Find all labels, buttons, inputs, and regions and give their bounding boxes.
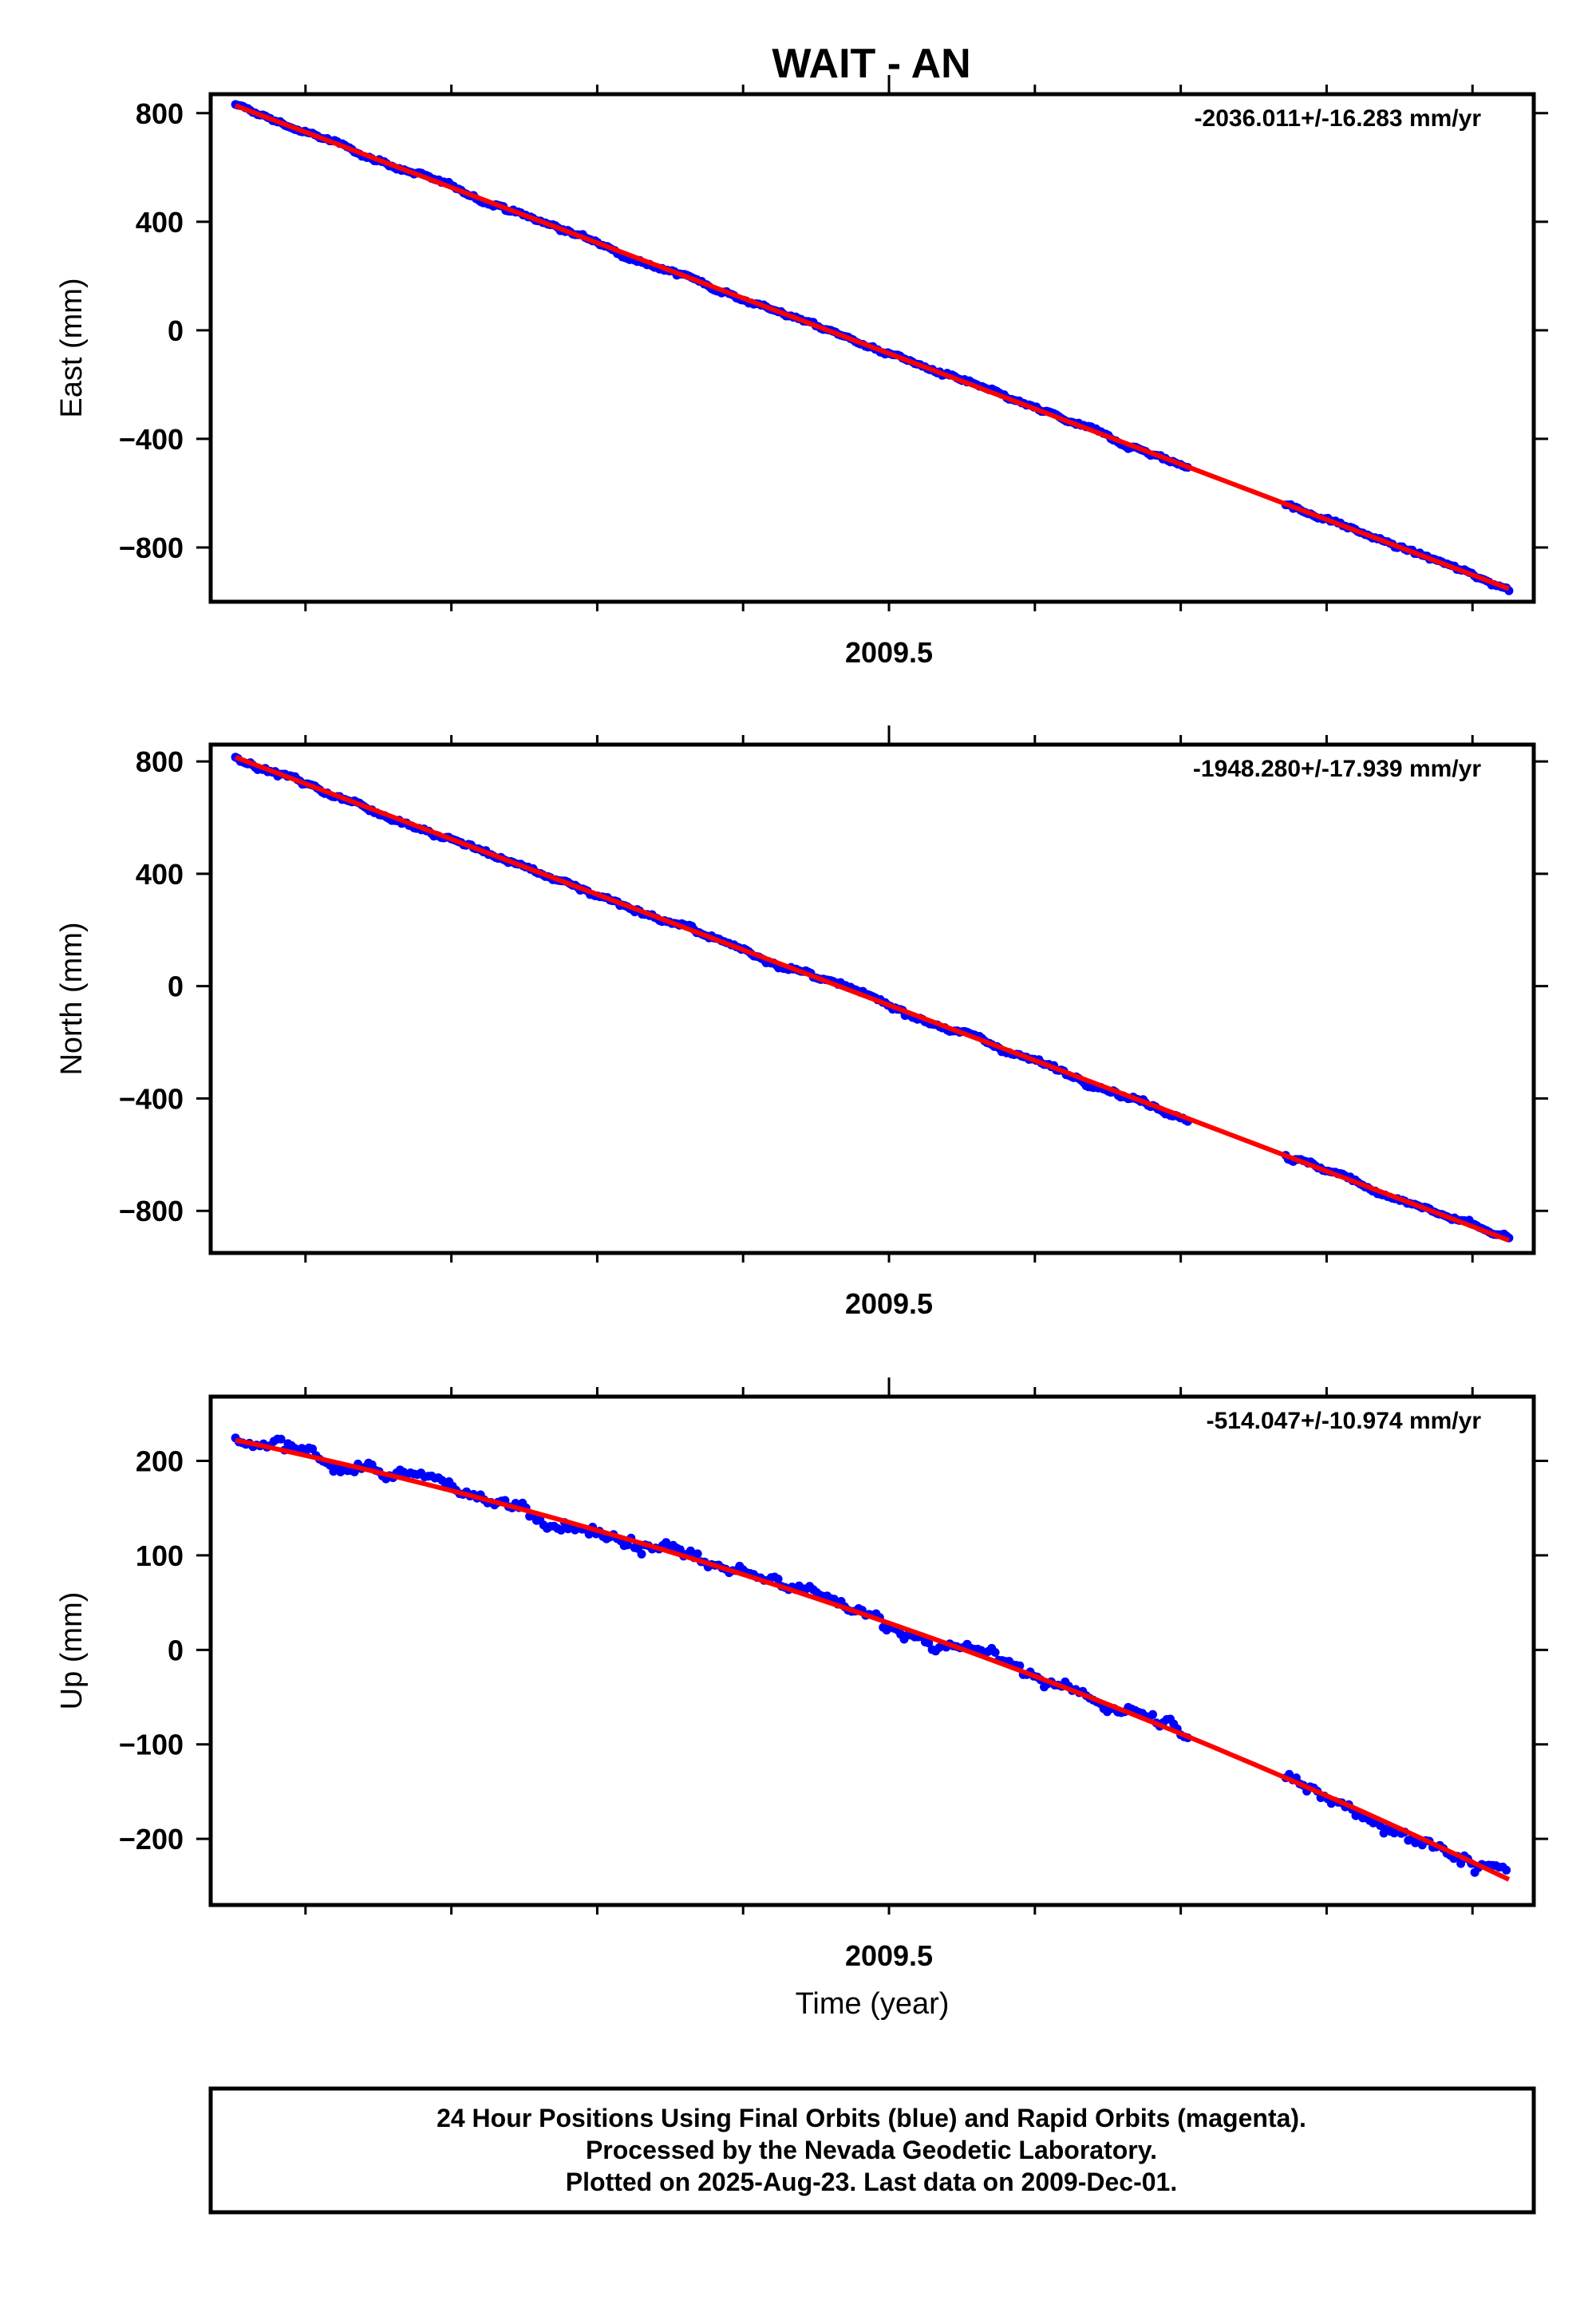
footer-line-2: Processed by the Nevada Geodetic Laborat… bbox=[586, 2136, 1157, 2164]
y-tick-label: 0 bbox=[168, 314, 184, 347]
data-point bbox=[1148, 1709, 1157, 1719]
data-point bbox=[990, 1648, 1000, 1657]
y-tick-label: 400 bbox=[136, 206, 184, 239]
x-axis-label: Time (year) bbox=[796, 1987, 950, 2021]
plot-frame bbox=[208, 92, 1536, 604]
data-point bbox=[1456, 1859, 1466, 1868]
y-axis-label: Up (mm) bbox=[55, 1592, 89, 1710]
figure-title: WAIT - AN bbox=[772, 41, 970, 87]
y-tick-label: −400 bbox=[119, 1082, 184, 1115]
y-tick-label: 800 bbox=[136, 97, 184, 130]
y-tick-label: −400 bbox=[119, 423, 184, 456]
data-point bbox=[622, 1540, 632, 1550]
x-tick-label: 2009.5 bbox=[845, 1287, 933, 1320]
plot-frame bbox=[208, 742, 1536, 1255]
footer-line-1: 24 Hour Positions Using Final Orbits (bl… bbox=[437, 2104, 1306, 2132]
data-point bbox=[773, 1575, 783, 1583]
panels-group: 2009.5 800 400 0 −400 −800 East (mm) -2036.011+… bbox=[55, 75, 1548, 2021]
y-tick-label: 800 bbox=[136, 745, 184, 778]
y-tick-label: −800 bbox=[119, 532, 184, 564]
panel-3: 2009.5 200 100 0 −100 −200 Up (mm) Time (year) -… bbox=[55, 1377, 1548, 2021]
data-point bbox=[1376, 1821, 1385, 1830]
x-tick-label: 2009.5 bbox=[845, 636, 933, 669]
x-tick-label: 2009.5 bbox=[845, 1939, 933, 1972]
footer-frame bbox=[208, 2086, 1536, 2215]
y-tick-label: 0 bbox=[168, 970, 184, 1003]
fit-line bbox=[235, 103, 1510, 591]
footer-line-3: Plotted on 2025-Aug-23. Last data on 200… bbox=[566, 2168, 1177, 2196]
y-tick-label: 400 bbox=[136, 858, 184, 891]
y-tick-label: −800 bbox=[119, 1195, 184, 1227]
y-tick-label: 100 bbox=[136, 1539, 184, 1572]
y-tick-label: −200 bbox=[119, 1823, 184, 1856]
fit-line bbox=[235, 1437, 1511, 1882]
y-axis-label: North (mm) bbox=[55, 922, 89, 1075]
data-point bbox=[556, 1525, 566, 1535]
footer-box: 24 Hour Positions Using Final Orbits (bl… bbox=[208, 2086, 1536, 2215]
y-tick-label: −100 bbox=[119, 1729, 184, 1761]
data-point bbox=[308, 1445, 318, 1453]
data-point bbox=[924, 1638, 934, 1648]
rate-annotation: -2036.011+/-16.283 mm/yr bbox=[1195, 105, 1482, 132]
data-point bbox=[584, 1529, 594, 1539]
rate-annotation: -514.047+/-10.974 mm/yr bbox=[1207, 1408, 1482, 1434]
panel-1: 2009.5 800 400 0 −400 −800 East (mm) -2036.011+… bbox=[55, 75, 1548, 669]
data-point bbox=[693, 1549, 702, 1559]
data-point bbox=[276, 1434, 286, 1444]
panel-2: 2009.5 800 400 0 −400 −800 North (mm) -1948.280… bbox=[55, 725, 1548, 1320]
rate-annotation: -1948.280+/-17.939 mm/yr bbox=[1193, 756, 1481, 782]
data-point bbox=[685, 1546, 695, 1555]
y-axis-label: East (mm) bbox=[55, 278, 89, 417]
fit-line bbox=[235, 754, 1510, 1243]
y-tick-label: 200 bbox=[136, 1445, 184, 1478]
data-point bbox=[1502, 1865, 1511, 1875]
y-tick-label: 0 bbox=[168, 1634, 184, 1666]
data-point bbox=[637, 1549, 646, 1559]
